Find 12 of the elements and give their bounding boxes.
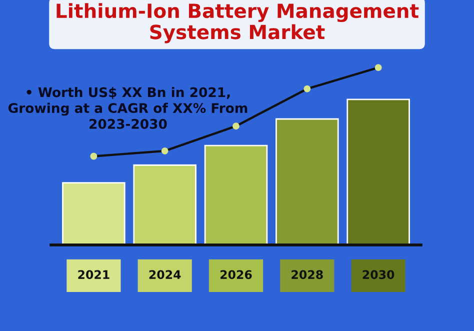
bar	[133, 164, 196, 245]
x-tick-label: 2030	[362, 270, 394, 280]
x-tick-label: 2024	[149, 270, 181, 280]
bar	[204, 144, 268, 245]
x-tick-label: 2021	[78, 270, 110, 280]
bar	[62, 182, 126, 245]
annotation: • Worth US$ XX Bn in 2021, Growing at a CAGR of XX% From 2023-2030	[8, 87, 248, 129]
bar	[346, 98, 410, 245]
bar	[276, 118, 339, 245]
x-tick-label: 2026	[220, 270, 252, 280]
x-tick-label: 2028	[292, 270, 323, 280]
chart-title: Lithium-Ion Battery Management Systems Market	[56, 3, 419, 44]
